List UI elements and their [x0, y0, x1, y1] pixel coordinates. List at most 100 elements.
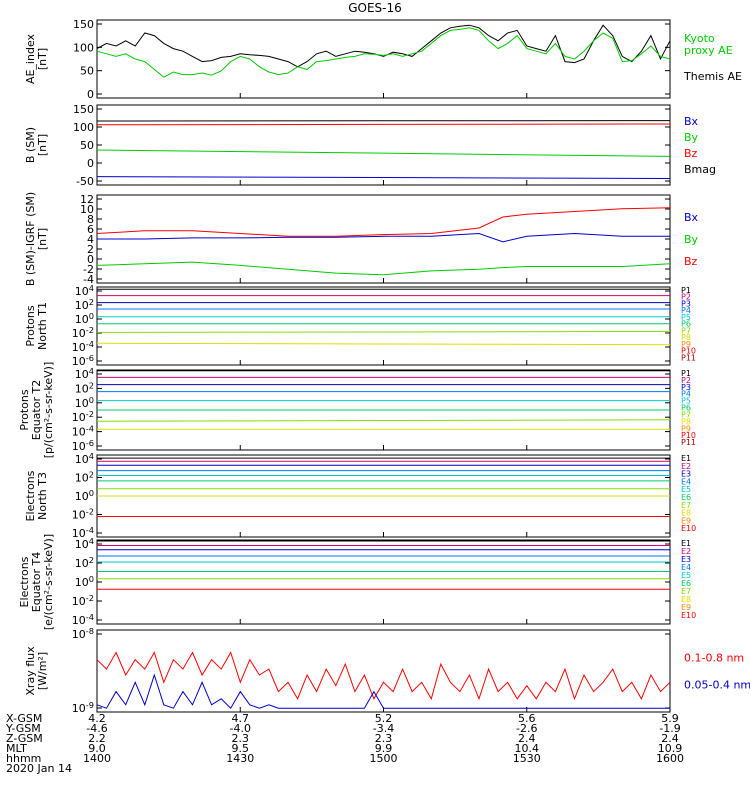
channel-label-e4: E4 [681, 477, 691, 486]
legend-entry: 0.05-0.4 nm [684, 679, 750, 692]
x-value: 9.5 [232, 742, 250, 755]
y-axis-label: ProtonsEquator T2[p/(cm²-s-sr-keV)] [18, 362, 55, 459]
y-tick-label: 10-6 [72, 438, 94, 453]
channel-label-e9: E9 [681, 516, 691, 525]
channel-label-e8: E8 [681, 509, 691, 518]
x-value: -2.6 [516, 722, 537, 735]
channel-label-p4: P4 [681, 306, 691, 315]
panel-frame [96, 194, 671, 284]
channel-label-e6: E6 [681, 579, 691, 588]
legend-entry: Themis AE [683, 70, 742, 83]
x-value: 1500 [370, 752, 398, 765]
y-tick-label: 102 [75, 470, 94, 485]
x-value: 1530 [513, 752, 541, 765]
panel-eet4: 104 102 100 10-2 10-4 ElectronsEquator T4[e/(… [18, 534, 696, 630]
series-line-bz [96, 123, 671, 126]
y-tick-label: 50 [80, 65, 94, 78]
x-value: -3.4 [373, 722, 394, 735]
channel-label-p3: P3 [681, 383, 691, 392]
y-tick-label: 0 [87, 88, 94, 101]
y-tick-label: 10-8 [72, 626, 94, 641]
y-tick-label: -4 [83, 273, 94, 286]
legend-entry: proxy AE [684, 44, 733, 57]
y-tick-label: 150 [73, 18, 94, 31]
y-tick-label: 10-9 [72, 700, 94, 715]
channel-label-e1: E1 [681, 539, 691, 548]
legend-entry: Bz [684, 147, 698, 160]
legend-entry: Bmag [684, 163, 716, 176]
x-row-label: Y-GSM [5, 722, 41, 735]
x-value: 1400 [83, 752, 111, 765]
panel-xray: 10-8 10-9 Xray flux[W/m²] 0.1-0.8 nm 0.05-0.… [24, 626, 750, 715]
y-axis-label: ElectronsEquator T4[e/(cm²-s-sr-keV)] [18, 534, 55, 630]
channel-label-p6: P6 [681, 404, 691, 413]
channel-label-e5: E5 [681, 571, 691, 580]
channel-label-p8: P8 [681, 333, 691, 342]
y-axis-label: AE_index[nT] [24, 33, 49, 84]
x-row-label: X-GSM [6, 712, 42, 725]
y-tick-label: 10-4 [72, 424, 94, 439]
series-line-bz [96, 207, 671, 237]
x-value: 5.6 [518, 712, 536, 725]
y-tick-label: 2 [87, 243, 94, 256]
panel-bsm: 150 100 50 0 -50 B (SM)[nT] Bx By Bz Bmag [24, 103, 716, 188]
channel-label-p3: P3 [681, 299, 691, 308]
y-axis-label: ProtonsNorth T1 [24, 302, 49, 350]
x-value: 4.7 [232, 712, 250, 725]
x-value: 10.4 [515, 742, 540, 755]
y-axis-label: B (SM)[nT] [24, 127, 49, 163]
y-tick-label: 8 [87, 213, 94, 226]
y-tick-label: 100 [73, 41, 94, 54]
channel-label-e10: E10 [681, 611, 696, 620]
y-tick-label: 10-4 [72, 339, 94, 354]
x-row-label: 2020 Jan 14 [6, 762, 72, 775]
channel-label-p2: P2 [681, 293, 691, 302]
channel-label-e7: E7 [681, 501, 691, 510]
series-line-by [96, 149, 671, 157]
channel-label-e6: E6 [681, 493, 691, 502]
channel-label-p10: P10 [681, 347, 696, 356]
legend-entry: Bz [684, 255, 698, 268]
x-row-label: MLT [6, 742, 27, 755]
y-tick-label: 10-4 [72, 525, 94, 540]
y-tick-label: 6 [87, 223, 94, 236]
panel-frame [96, 629, 671, 713]
y-tick-label: 104 [75, 536, 94, 551]
series-line-p8 [96, 342, 671, 346]
channel-label-p8: P8 [681, 417, 691, 426]
panel-ent3: 104 102 100 10-2 10-4 ElectronsNorth T3 E1E2E3… [24, 451, 696, 540]
legend-entry: By [684, 131, 699, 144]
y-tick-label: 150 [73, 103, 94, 116]
y-tick-label: 10-2 [72, 409, 94, 424]
y-tick-label: 102 [75, 297, 94, 312]
channel-label-e2: E2 [681, 547, 691, 556]
series-line-themis-ae [96, 24, 671, 68]
channel-label-e5: E5 [681, 485, 691, 494]
channel-label-e3: E3 [681, 555, 691, 564]
y-tick-label: 10-4 [72, 612, 94, 627]
channel-label-e2: E2 [681, 462, 691, 471]
y-tick-label: 50 [80, 139, 94, 152]
y-tick-label: -50 [76, 175, 94, 188]
x-value: -1.9 [659, 722, 680, 735]
channel-label-e8: E8 [681, 595, 691, 604]
y-tick-label: 10-6 [72, 353, 94, 368]
y-tick-label: 12 [80, 193, 94, 206]
x-value: 2.4 [518, 732, 536, 745]
y-tick-label: 4 [87, 233, 94, 246]
x-value: 2.3 [232, 732, 250, 745]
y-tick-label: 100 [75, 488, 94, 503]
channel-label-e3: E3 [681, 470, 691, 479]
series-line-by [96, 261, 671, 276]
y-axis-label: B (SM)-IGRF (SM)[nT] [24, 192, 49, 286]
y-tick-label: 10 [80, 203, 94, 216]
series-line-bx [96, 176, 671, 179]
y-tick-label: 100 [75, 395, 94, 410]
channel-label-e1: E1 [681, 454, 691, 463]
channel-label-p9: P9 [681, 340, 691, 349]
x-value: 1600 [656, 752, 684, 765]
x-value: 2.4 [661, 732, 679, 745]
channel-label-e4: E4 [681, 563, 691, 572]
